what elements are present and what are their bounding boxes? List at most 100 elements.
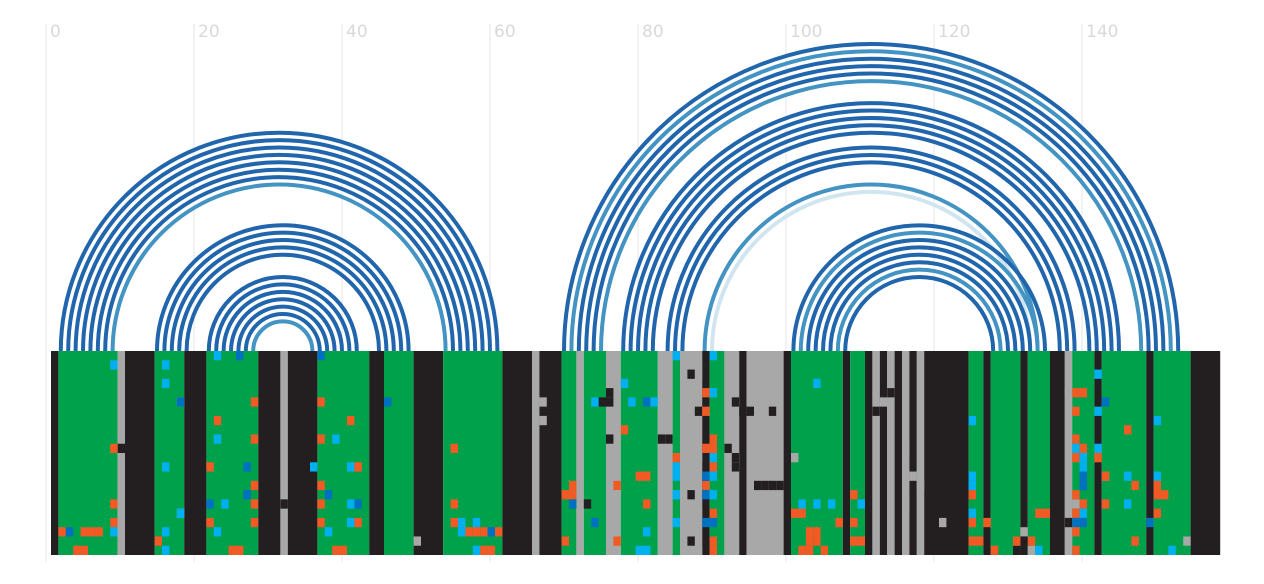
arc-layer <box>58 41 1181 352</box>
track-gray-cell <box>539 397 547 407</box>
arc-link <box>95 167 463 352</box>
track-segment <box>1020 351 1028 555</box>
x-tick-label: 100 <box>790 22 822 42</box>
arc-link <box>177 245 389 352</box>
track-orange-cell <box>968 490 976 500</box>
alignment-track <box>51 351 1221 555</box>
track-black-cell <box>583 499 592 509</box>
track-orange-cell <box>620 425 629 435</box>
track-orange-cell <box>250 434 259 444</box>
track-orange-cell <box>317 499 325 509</box>
track-gray-cell <box>694 369 703 379</box>
arc-link <box>621 101 1121 352</box>
track-segment <box>680 351 703 555</box>
track-segment <box>125 351 155 555</box>
track-orange-cell <box>1161 490 1169 500</box>
track-gray-cell <box>1027 545 1036 555</box>
x-tick-label: 20 <box>198 22 220 42</box>
track-cyan-cell <box>332 434 340 444</box>
track-orange-cell <box>1072 406 1080 416</box>
track-black-cell <box>754 480 762 491</box>
track-orange-cell <box>487 545 495 555</box>
track-cyan-cell <box>813 378 821 389</box>
track-blue-cell <box>384 397 392 407</box>
track-orange-cell <box>983 517 991 528</box>
track-black-cell <box>746 406 754 416</box>
track-segment <box>990 351 1021 555</box>
track-cyan-cell <box>672 462 680 472</box>
track-segment <box>532 351 540 555</box>
track-orange-cell <box>709 443 717 453</box>
track-orange-cell <box>561 490 569 500</box>
track-gray-cell <box>117 434 125 444</box>
track-gray-cell <box>687 434 695 444</box>
track-cyan-cell <box>857 499 865 509</box>
track-orange-cell <box>206 517 214 528</box>
track-orange-cell <box>317 480 325 491</box>
arc-link <box>58 130 500 352</box>
track-segment <box>258 351 281 555</box>
arc-link <box>162 230 404 352</box>
track-black-cell <box>606 397 614 407</box>
track-orange-cell <box>613 480 621 491</box>
arc-link <box>206 275 359 352</box>
track-orange-cell <box>450 443 458 453</box>
track-black-cell <box>687 490 695 500</box>
track-segment <box>739 351 747 555</box>
track-cyan-cell <box>213 351 222 361</box>
track-segment <box>1050 351 1065 555</box>
arc-link <box>155 223 411 352</box>
track-black-cell <box>606 434 614 444</box>
track-orange-cell <box>236 545 244 555</box>
track-gray-cell <box>687 415 695 426</box>
track-orange-cell <box>88 527 96 537</box>
track-black-cell <box>1020 536 1028 546</box>
track-cyan-cell <box>324 527 333 537</box>
track-segment <box>842 351 851 555</box>
track-orange-cell <box>472 527 481 537</box>
track-orange-cell <box>1079 443 1087 453</box>
track-gray-cell <box>1020 527 1028 537</box>
track-orange-cell <box>250 480 259 491</box>
track-orange-cell <box>480 545 488 555</box>
track-cyan-cell <box>628 397 636 407</box>
track-orange-cell <box>1153 480 1161 491</box>
track-orange-cell <box>154 536 162 546</box>
track-orange-cell <box>354 517 362 528</box>
track-orange-cell <box>450 517 458 528</box>
track-segment <box>539 351 562 555</box>
track-gray-cell <box>694 360 703 370</box>
arc-link <box>798 230 1040 352</box>
track-segment <box>1190 351 1221 555</box>
track-segment <box>1153 351 1191 555</box>
track-orange-cell <box>1153 508 1161 518</box>
track-blue-cell <box>1072 517 1080 528</box>
track-orange-cell <box>1153 490 1161 500</box>
track-black-cell <box>724 443 732 453</box>
track-cyan-cell <box>310 462 318 472</box>
track-cyan-cell <box>347 462 355 472</box>
track-orange-cell <box>465 527 473 537</box>
track-black-cell <box>872 406 880 416</box>
track-orange-cell <box>1101 499 1110 509</box>
arc-link <box>636 115 1107 352</box>
track-cyan-cell <box>162 360 170 370</box>
track-gray-cell <box>1183 536 1191 546</box>
track-black-cell <box>598 397 606 407</box>
track-cyan-cell <box>1079 453 1087 463</box>
arc-link <box>643 123 1099 352</box>
track-orange-cell <box>798 545 806 555</box>
track-gray-cell <box>1064 388 1073 398</box>
track-cyan-cell <box>347 517 355 528</box>
arc-link <box>813 245 1025 352</box>
track-cyan-cell <box>1079 462 1087 472</box>
track-cyan-cell <box>591 397 599 407</box>
track-black-cell <box>776 480 784 491</box>
track-cyan-cell <box>798 499 806 509</box>
track-segment <box>561 351 577 555</box>
track-orange-cell <box>80 527 88 537</box>
track-orange-cell <box>968 536 976 546</box>
track-segment <box>983 351 991 555</box>
arc-link <box>791 223 1047 352</box>
track-segment <box>783 351 791 555</box>
